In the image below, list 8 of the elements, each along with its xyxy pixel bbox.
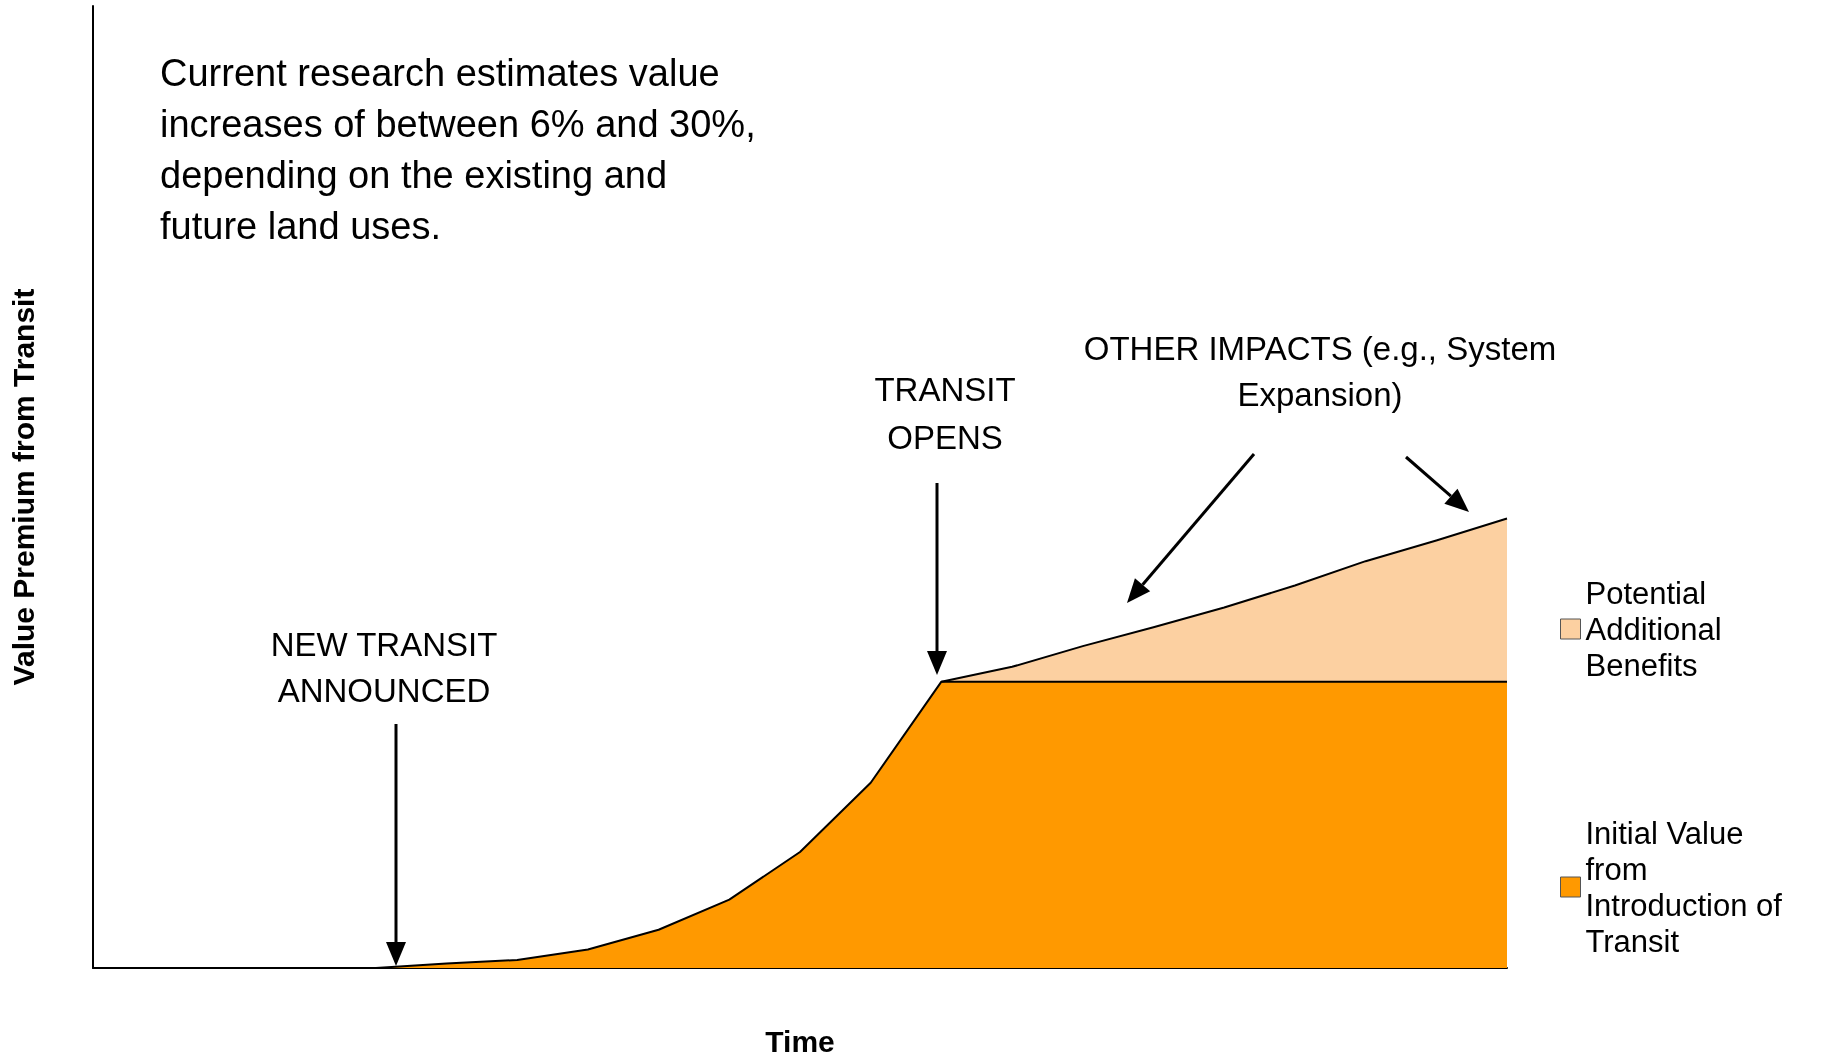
text: TRANSIT OPENS: [873, 370, 1017, 458]
text: Current research estimates value increases of between 6% and 30%, depending on the existing and future land uses.: [160, 51, 757, 249]
legend-label: Initial Value from Introduction of Transit: [1585, 815, 1791, 959]
y-axis-title: Value Premium from Transit: [6, 288, 40, 686]
text: OTHER IMPACTS (e.g., System Expansion): [1082, 329, 1558, 415]
annotation: NEW TRANSIT ANNOUNCED: [269, 625, 499, 711]
x-axis-title: Time: [765, 1024, 835, 1058]
legend-label: Potential Additional Benefits: [1585, 575, 1731, 683]
